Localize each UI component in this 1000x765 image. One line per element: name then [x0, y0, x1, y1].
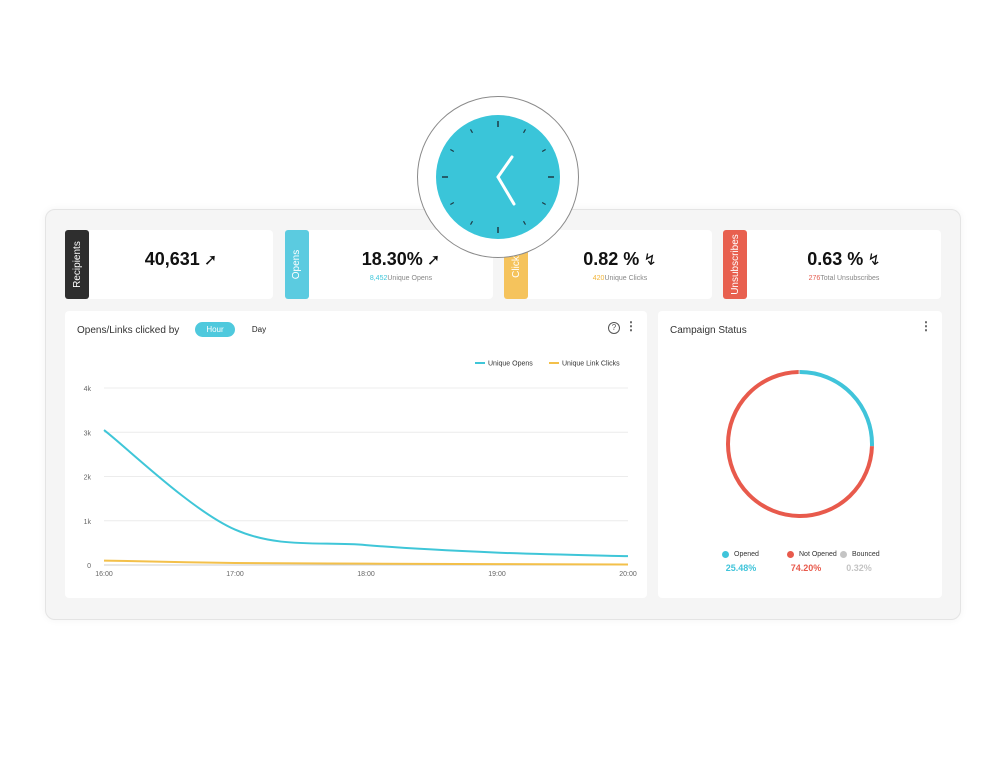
stat-sub: 8,452Unique Opens: [309, 275, 493, 282]
x-tick-label: 16:00: [95, 571, 113, 578]
stat-tab: Unsubscribes: [723, 230, 747, 299]
stat-tab-label: Unsubscribes: [729, 234, 741, 295]
stat-sub-count: 420: [592, 275, 605, 282]
toggle-hour-button[interactable]: Hour: [195, 322, 235, 337]
clock-icon: [436, 115, 560, 239]
clock-tick: [469, 129, 474, 134]
legend-percentage: 74.20%: [790, 563, 822, 573]
clock-badge: [417, 96, 579, 258]
clock-tick: [522, 129, 527, 134]
stat-sub-count: 8,452: [369, 275, 388, 282]
x-tick-label: 20:00: [619, 571, 637, 578]
y-tick-label: 1k: [84, 519, 92, 526]
toggle-day-button[interactable]: Day: [251, 325, 267, 334]
clock-tick: [541, 148, 546, 153]
trend-up-icon: ➚: [426, 252, 441, 269]
legend-percentage: 0.32%: [846, 563, 872, 573]
legend-label: Bounced: [852, 550, 880, 558]
clock-tick: [522, 220, 527, 225]
legend-label: Not Opened: [799, 550, 837, 558]
legend-percentage: 25.48%: [725, 563, 757, 573]
legend-label: Opened: [734, 550, 759, 558]
clock-tick: [469, 220, 474, 225]
stat-sub-count: 276: [808, 275, 821, 282]
stat-value-text: 40,631: [144, 249, 200, 269]
stat-value: 18.30% ➚: [309, 249, 493, 270]
stat-value-text: 0.82 %: [583, 249, 640, 269]
trend-down-icon: ↯: [867, 252, 881, 269]
donut-slice-not-opened[interactable]: [726, 370, 874, 518]
stat-sub: 420Unique Clicks: [528, 275, 712, 282]
series-line-unique-opens[interactable]: [103, 429, 629, 558]
stat-tab-label: Recipients: [71, 241, 83, 288]
kebab-menu-icon[interactable]: ⋮: [920, 319, 932, 333]
stat-sub-label: Total Unsubscribes: [820, 275, 880, 282]
legend-dot: [787, 551, 794, 558]
stat-value: 0.63 % ↯: [747, 249, 941, 270]
stat-value-text: 0.63 %: [807, 249, 864, 269]
legend-dot: [722, 551, 729, 558]
stat-value: 0.82 % ↯: [528, 249, 712, 270]
x-tick-label: 19:00: [488, 571, 506, 578]
stat-value-text: 18.30%: [361, 249, 423, 269]
y-tick-label: 4k: [84, 386, 92, 393]
legend-label: Unique Link Clicks: [562, 361, 620, 368]
stat-tab: Opens: [285, 230, 309, 299]
clock-tick: [450, 148, 455, 153]
trend-up-icon: ➚: [203, 252, 218, 269]
x-tick-label: 18:00: [357, 571, 375, 578]
stat-sub-label: Unique Clicks: [604, 275, 648, 282]
legend-dot: [840, 551, 847, 558]
line-chart: 0 1k 2k 3k 4k 16:00 17:00 18:00 19:00 20:00 Uniq…: [84, 361, 637, 579]
panel-title: Campaign Status: [670, 325, 747, 336]
opens-links-panel: Opens/Links clicked by Hour Day ? ⋮ 0 1k 2…: [65, 311, 647, 598]
stat-sub-label: Unique Opens: [387, 275, 433, 282]
x-tick-label: 17:00: [226, 571, 244, 578]
campaign-status-panel: Campaign Status ⋮ Opened 25.48% Not Opened…: [658, 311, 942, 598]
clock-tick: [450, 201, 455, 206]
stat-card-recipients[interactable]: Recipients 40,631 ➚: [65, 230, 273, 299]
clock-tick: [541, 201, 546, 206]
stat-value: 40,631 ➚: [89, 249, 273, 270]
stat-card-unsubscribes[interactable]: Unsubscribes 0.63 % ↯ 276Total Unsubscrib…: [723, 230, 941, 299]
y-tick-label: 0: [87, 563, 91, 570]
y-tick-label: 2k: [84, 475, 92, 482]
y-tick-label: 3k: [84, 430, 92, 437]
legend-label: Unique Opens: [488, 361, 533, 368]
series-line-unique-link-clicks[interactable]: [103, 559, 629, 566]
panel-title: Opens/Links clicked by: [77, 325, 180, 336]
donut-slice-opened[interactable]: [799, 370, 874, 447]
question-circle-icon[interactable]: ?: [608, 322, 620, 334]
kebab-menu-icon[interactable]: ⋮: [625, 319, 637, 333]
stat-sub: 276Total Unsubscribes: [747, 275, 941, 282]
stat-tab: Recipients: [65, 230, 89, 299]
trend-down-icon: ↯: [643, 252, 657, 269]
stat-tab-label: Opens: [291, 249, 303, 280]
donut-chart: [726, 370, 874, 518]
